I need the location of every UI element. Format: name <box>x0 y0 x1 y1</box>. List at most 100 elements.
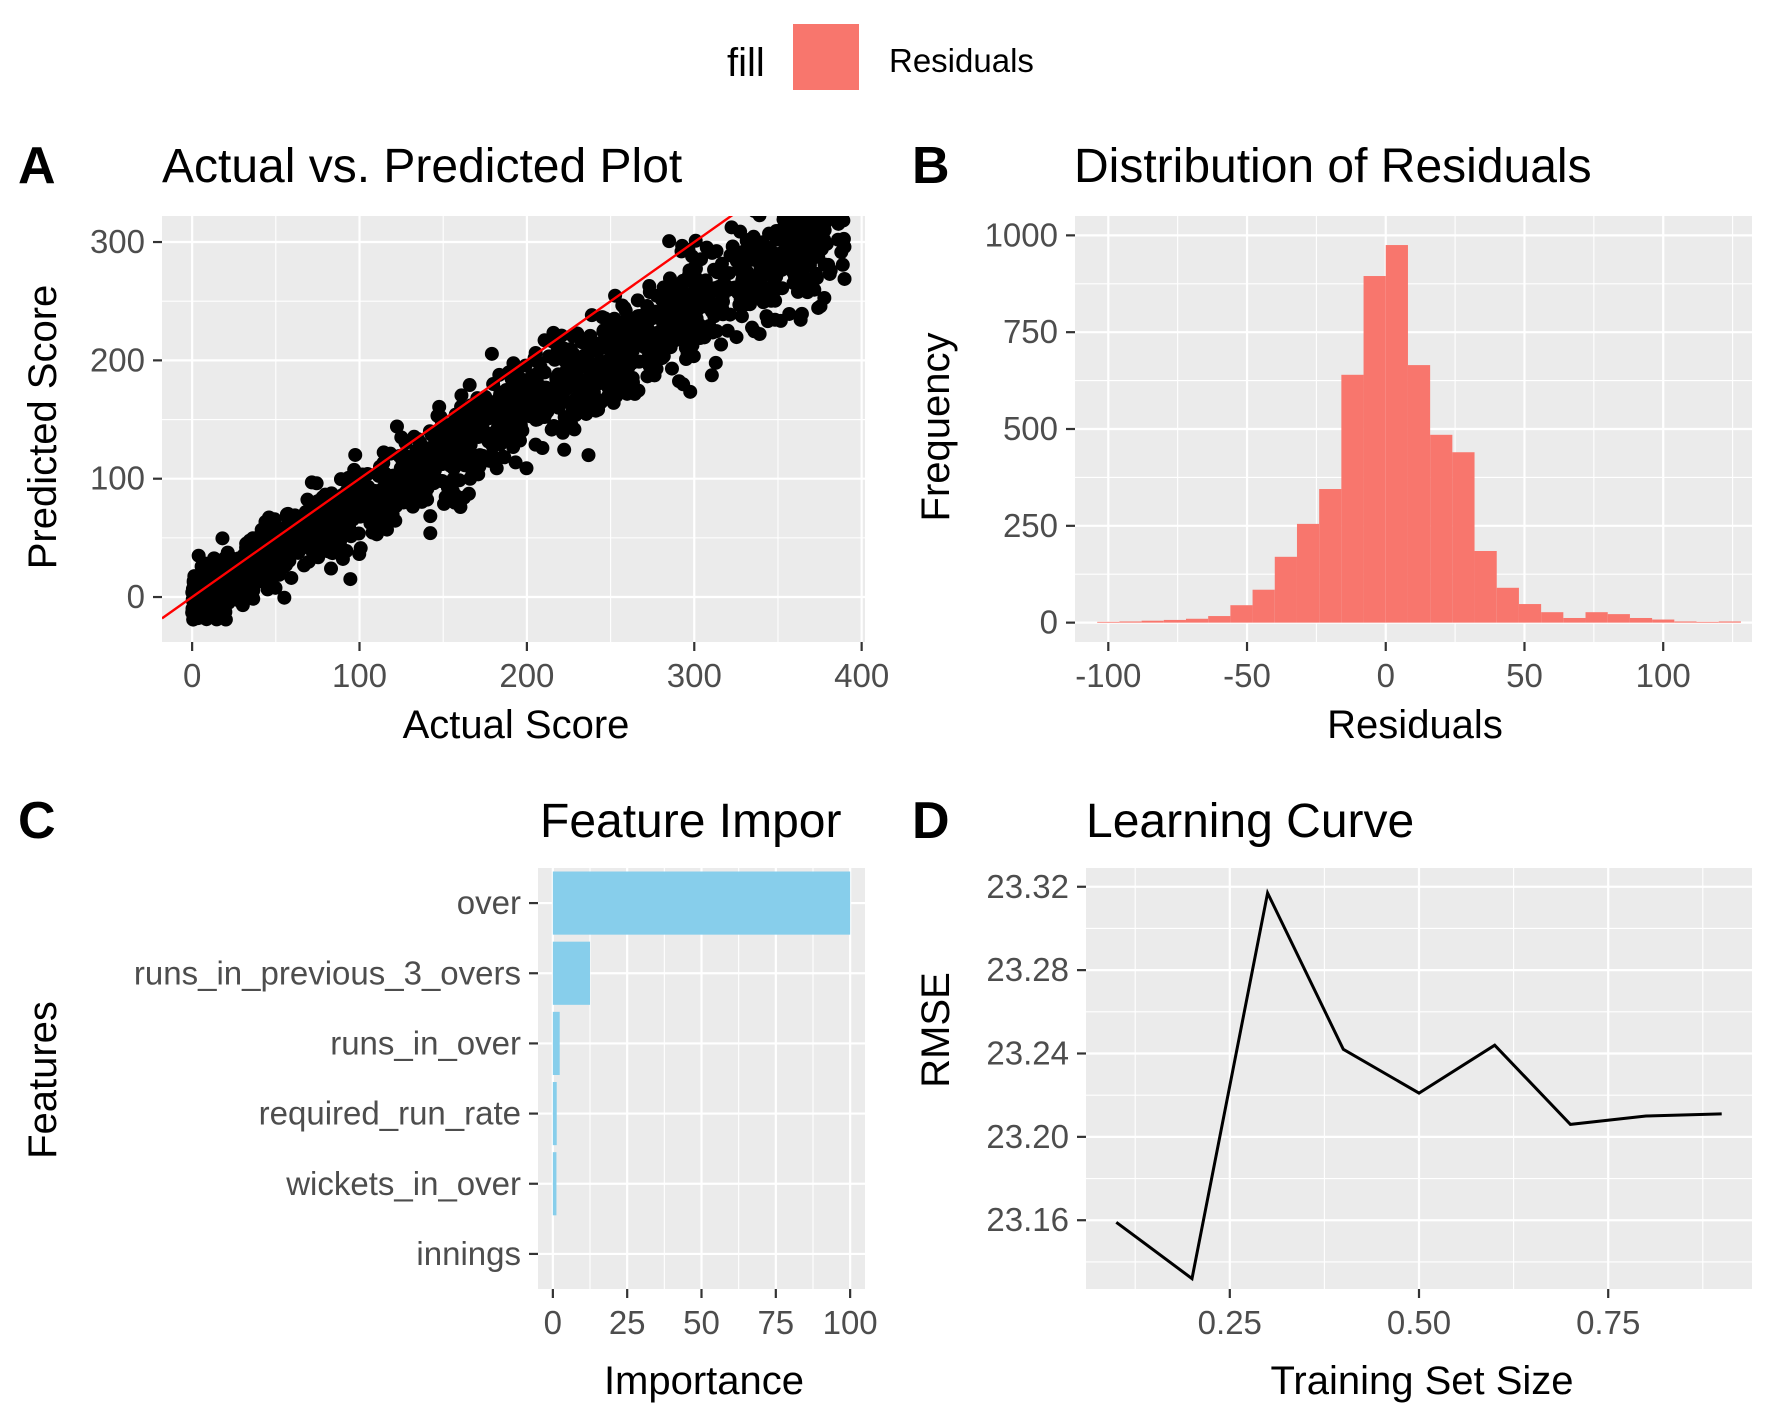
feature-bar-wickets_in_over <box>552 1152 557 1216</box>
panel-b-ytick-label-3: 750 <box>1003 313 1058 350</box>
scatter-point <box>348 447 363 462</box>
scatter-point <box>462 378 477 393</box>
scatter-point <box>586 385 601 400</box>
scatter-point <box>747 324 762 339</box>
scatter-point <box>825 196 839 210</box>
scatter-point <box>815 181 829 195</box>
scatter-point <box>412 472 427 487</box>
scatter-point <box>241 569 256 584</box>
scatter-point <box>571 382 586 397</box>
panel-a-xtick-label-2: 200 <box>499 657 554 694</box>
panel-c-tag: C <box>18 792 56 850</box>
histogram-bar <box>1674 621 1697 623</box>
feature-bar-runs_in_over <box>552 1011 560 1075</box>
histogram-bar <box>1407 365 1431 623</box>
scatter-point <box>827 216 837 218</box>
scatter-point <box>565 394 580 409</box>
legend-label: Residuals <box>889 42 1034 79</box>
scatter-point <box>621 356 636 371</box>
panel-c-xtick-label-0: 0 <box>544 1304 562 1341</box>
panel-c-xtick-label-1: 25 <box>609 1304 646 1341</box>
scatter-point <box>806 250 821 265</box>
legend: fill Residuals <box>727 22 1034 92</box>
scatter-point <box>672 374 687 389</box>
panel-b-xlabel: Residuals <box>1327 703 1503 747</box>
scatter-point <box>298 532 313 547</box>
panel-d: D Learning Curve Training Set Size RMSE … <box>912 792 1752 1403</box>
scatter-point <box>448 493 463 508</box>
scatter-point <box>833 179 847 193</box>
scatter-point <box>583 328 598 343</box>
scatter-point <box>678 340 693 355</box>
scatter-point <box>266 539 281 554</box>
scatter-point <box>458 457 473 472</box>
scatter-point <box>261 517 276 532</box>
panel-c-category-label-2: runs_in_over <box>330 1024 521 1061</box>
scatter-point <box>198 592 213 607</box>
scatter-point <box>211 574 226 589</box>
scatter-point <box>826 168 840 182</box>
legend-title: fill <box>727 41 765 85</box>
scatter-point <box>453 412 468 427</box>
scatter-point <box>614 376 629 391</box>
panel-b-ytick-label-2: 500 <box>1003 410 1058 447</box>
scatter-point <box>752 216 767 223</box>
scatter-point <box>631 330 646 345</box>
scatter-point <box>605 368 620 383</box>
scatter-point <box>268 580 283 595</box>
scatter-point <box>514 376 529 391</box>
panel-a-tag: A <box>18 137 56 195</box>
scatter-point <box>803 170 817 184</box>
scatter-point <box>535 396 550 411</box>
scatter-point <box>733 224 748 239</box>
panel-c: C Feature Impor Importance Features over… <box>18 792 878 1403</box>
scatter-point <box>378 466 393 481</box>
scatter-point <box>725 239 740 254</box>
scatter-point <box>507 436 522 451</box>
panel-c-ylabel: Features <box>21 1001 65 1159</box>
histogram-bar <box>1696 621 1719 623</box>
panel-d-ytick-label-3: 23.28 <box>986 951 1069 988</box>
scatter-point <box>577 348 592 363</box>
panel-d-xlabel: Training Set Size <box>1270 1359 1573 1403</box>
histogram-bar <box>1363 276 1386 623</box>
scatter-point <box>269 551 284 566</box>
histogram-bar <box>1629 617 1653 623</box>
panel-a-xtick-label-1: 100 <box>332 657 387 694</box>
scatter-point <box>352 546 367 561</box>
panel-d-ytick-label-1: 23.20 <box>986 1118 1069 1155</box>
scatter-point <box>470 421 485 436</box>
scatter-point <box>806 182 820 196</box>
scatter-point <box>743 232 758 247</box>
scatter-point <box>767 179 781 193</box>
panel-b-xtick-label-2: 0 <box>1377 657 1395 694</box>
panel-b-ytick-label-4: 1000 <box>985 216 1058 253</box>
histogram-bar <box>1163 619 1186 623</box>
scatter-point <box>508 455 523 470</box>
scatter-point <box>627 386 642 401</box>
scatter-point <box>821 195 835 209</box>
scatter-point <box>668 333 683 348</box>
panel-d-ytick-label-0: 23.16 <box>986 1201 1069 1238</box>
scatter-point <box>535 441 550 456</box>
scatter-point <box>813 192 827 206</box>
scatter-point <box>314 518 329 533</box>
histogram-bar <box>1230 605 1253 623</box>
scatter-point <box>499 423 514 438</box>
histogram-bar <box>1563 617 1586 623</box>
scatter-point <box>707 309 722 324</box>
scatter-point <box>536 385 551 400</box>
scatter-point <box>637 307 652 322</box>
scatter-point <box>454 388 469 403</box>
scatter-point <box>648 340 663 355</box>
panel-d-ylabel: RMSE <box>914 972 958 1088</box>
histogram-bar <box>1296 523 1320 623</box>
histogram-bar <box>1585 612 1608 623</box>
scatter-point <box>698 273 713 288</box>
scatter-point <box>519 461 534 476</box>
panel-b-ylabel: Frequency <box>914 333 958 522</box>
scatter-point <box>797 194 811 208</box>
scatter-point <box>749 216 760 219</box>
scatter-point <box>552 420 567 435</box>
scatter-point <box>836 171 850 185</box>
